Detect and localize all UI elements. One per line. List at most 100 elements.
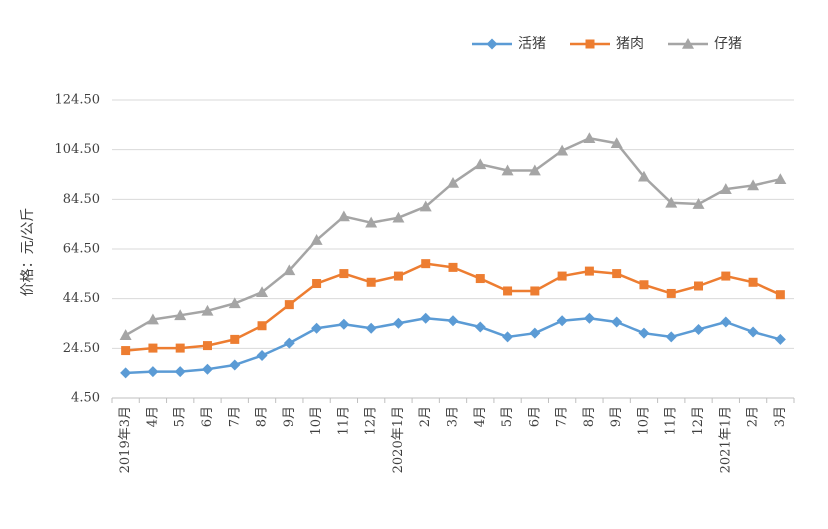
data-point: [256, 286, 269, 298]
data-point: [584, 266, 594, 276]
data-point: [501, 164, 514, 176]
data-point: [583, 312, 595, 324]
data-point: [612, 269, 622, 279]
data-point: [530, 286, 540, 296]
x-tick-label: 7月: [227, 406, 242, 427]
y-axis: 124.50 104.50 84.50 64.50 44.50 24.50 4.50: [55, 93, 101, 406]
series-line: [125, 317, 781, 375]
series-2: [121, 259, 785, 356]
x-tick-label: 10月: [309, 406, 324, 436]
data-point: [447, 176, 459, 188]
y-tick-label: 124.50: [55, 93, 101, 108]
data-point: [175, 343, 185, 353]
legend-label: 猪肉: [616, 36, 644, 52]
data-point: [747, 326, 759, 338]
data-point: [474, 158, 487, 170]
x-tick-label: 9月: [609, 406, 624, 427]
data-point: [583, 132, 596, 144]
x-tick-label: 10月: [636, 406, 651, 436]
data-point: [720, 316, 732, 328]
data-point: [312, 279, 322, 289]
data-point: [639, 280, 649, 290]
data-point: [610, 137, 623, 149]
data-point: [365, 216, 378, 228]
data-point: [283, 264, 296, 276]
x-tick-label: 6月: [200, 406, 215, 427]
y-tick-label: 64.50: [63, 242, 100, 257]
x-tick-label: 2月: [418, 406, 433, 427]
legend-label: 仔猪: [714, 36, 742, 52]
data-point: [283, 337, 295, 349]
data-point: [529, 327, 541, 339]
data-point: [666, 288, 676, 298]
data-point: [284, 300, 294, 310]
series-3: [119, 132, 787, 340]
data-point: [174, 366, 186, 378]
data-point: [474, 321, 486, 333]
data-point: [229, 359, 241, 371]
data-point: [366, 277, 376, 287]
data-point: [475, 274, 485, 284]
data-point: [421, 259, 431, 269]
data-point: [638, 327, 650, 339]
data-point: [392, 211, 405, 223]
data-point: [637, 170, 650, 182]
legend-item: 仔猪: [668, 36, 742, 52]
series-group: [119, 132, 787, 379]
data-point: [419, 200, 432, 212]
data-point: [556, 144, 569, 156]
data-point: [503, 286, 513, 296]
data-point: [448, 262, 458, 272]
data-point: [775, 290, 785, 300]
data-point: [774, 333, 786, 345]
x-tick-label: 5月: [173, 406, 188, 427]
legend: 活猪 猪肉 仔猪: [472, 36, 742, 52]
x-tick-label: 4月: [473, 406, 488, 427]
x-tick-label: 12月: [364, 406, 379, 436]
data-point: [392, 317, 404, 329]
legend-marker: [486, 38, 498, 50]
data-point: [120, 367, 132, 379]
data-point: [365, 322, 377, 334]
data-point: [337, 210, 350, 222]
legend-label: 活猪: [518, 36, 546, 52]
data-point: [420, 312, 432, 324]
x-tick-label: 7月: [555, 406, 570, 427]
x-tick-label: 8月: [255, 406, 270, 427]
data-point: [147, 366, 159, 378]
data-point: [256, 350, 268, 362]
x-tick-label: 4月: [145, 406, 160, 427]
y-tick-label: 4.50: [71, 391, 100, 406]
x-axis: 2019年3月 4月 5月 6月 7月 8月 9月 10月 11月 12月 2020年1月 2月 3月 4…: [111, 398, 795, 473]
data-point: [694, 281, 704, 291]
data-point: [121, 346, 131, 356]
data-point: [228, 297, 241, 309]
data-point: [311, 322, 323, 334]
legend-item: 猪肉: [570, 36, 644, 52]
series-1: [120, 312, 786, 379]
x-tick-label: 2019年3月: [118, 406, 133, 473]
data-point: [338, 318, 350, 330]
data-point: [339, 269, 349, 279]
x-tick-label: 12月: [691, 406, 706, 436]
data-point: [174, 309, 187, 321]
data-point: [665, 331, 677, 343]
data-point: [719, 183, 732, 194]
data-point: [748, 277, 758, 287]
data-point: [201, 304, 214, 316]
x-tick-label: 8月: [582, 406, 597, 427]
data-point: [447, 315, 459, 327]
legend-item: 活猪: [472, 36, 546, 52]
data-point: [611, 316, 623, 328]
data-point: [556, 315, 568, 327]
data-point: [721, 271, 731, 281]
data-point: [230, 334, 240, 344]
data-point: [202, 341, 212, 351]
x-tick-label: 2月: [746, 406, 761, 427]
data-point: [201, 363, 213, 375]
y-tick-label: 84.50: [63, 192, 100, 207]
x-tick-label: 2020年1月: [391, 406, 406, 473]
x-tick-label: 5月: [500, 406, 515, 427]
